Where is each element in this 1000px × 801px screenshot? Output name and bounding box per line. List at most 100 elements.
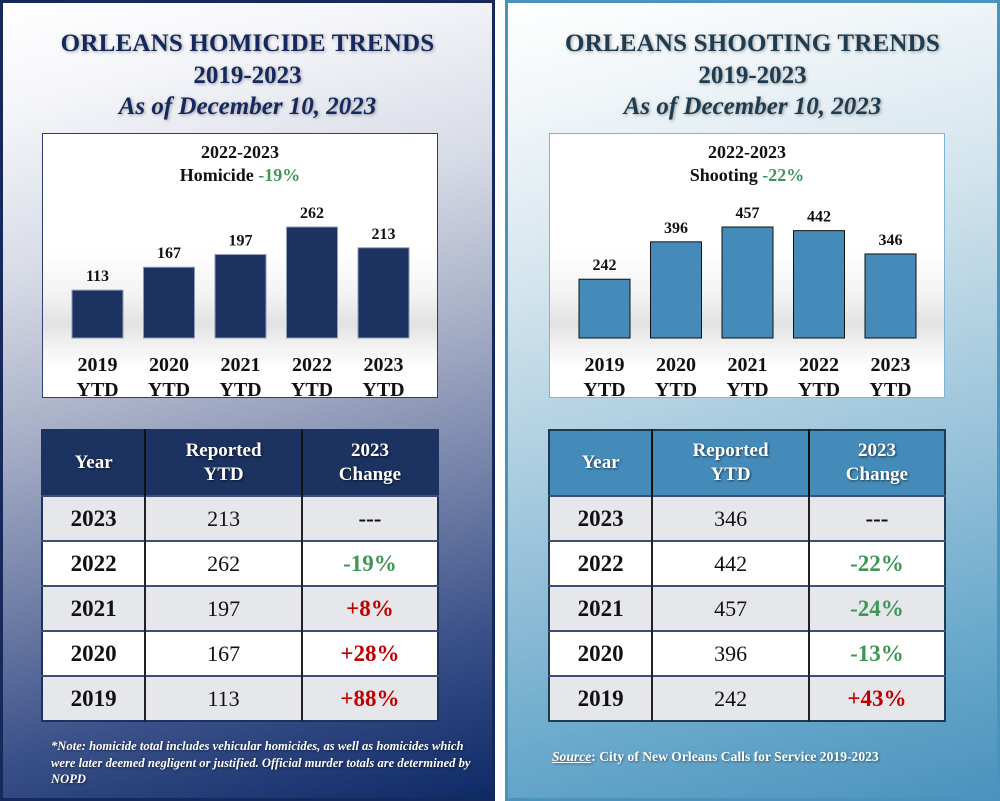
homicide-chart-subtitle-years: 2022-2023	[201, 142, 279, 162]
row-year: 2023	[42, 495, 147, 541]
x-tick-label: YTD	[148, 379, 190, 397]
table-row: 2019 242 +43%	[549, 675, 945, 721]
table-row: 2023 213 ---	[42, 495, 438, 541]
bar-value-label: 346	[879, 232, 903, 249]
bar-value-label: 113	[86, 268, 109, 285]
bar-value-label: 242	[593, 257, 617, 274]
homicide-chart-subtitle: Homicide -19%	[43, 165, 437, 186]
x-tick-label: 2019	[585, 354, 625, 376]
row-year: 2020	[42, 630, 147, 676]
header-change: 2023 Change	[808, 430, 945, 496]
x-tick-label: 2022	[799, 354, 839, 376]
row-change: +8%	[301, 585, 438, 631]
row-reported: 346	[652, 495, 810, 541]
homicide-table-header: Year Reported YTD 2023 Change	[42, 430, 438, 496]
row-year: 2023	[549, 495, 654, 541]
x-tick-label: 2019	[78, 354, 118, 376]
shooting-bar-chart: 242 2019 YTD 396 2020 YTD 457 2021 YTD 442 2022 YTD…	[578, 205, 917, 397]
row-year: 2019	[549, 675, 654, 721]
header-reported: Reported YTD	[652, 430, 810, 496]
shooting-table: Year Reported YTD 2023 Change 2023 346 ---…	[548, 429, 946, 722]
header-line: YTD	[203, 464, 244, 485]
bar-value-label: 197	[229, 233, 253, 250]
homicide-footnote: *Note: homicide total includes vehicular…	[51, 739, 471, 786]
shooting-chart-subtitle-change: -22%	[762, 165, 805, 185]
x-tick-label: YTD	[219, 379, 261, 397]
shooting-chart-subtitle-years: 2022-2023	[708, 142, 786, 162]
x-tick-label: 2023	[364, 354, 404, 376]
header-line: Change	[338, 464, 402, 485]
x-tick-label: YTD	[798, 379, 840, 397]
row-year: 2021	[42, 585, 147, 631]
table-row: 2021 457 -24%	[549, 585, 945, 631]
x-tick-label: 2022	[292, 354, 332, 376]
row-reported: 197	[145, 585, 303, 631]
header-line: 2023	[857, 440, 896, 461]
row-reported: 113	[145, 675, 303, 721]
row-change: ---	[808, 495, 945, 541]
row-reported: 242	[652, 675, 810, 721]
shooting-chart-subtitle-label: Shooting	[689, 165, 758, 185]
bar-value-label: 396	[664, 220, 688, 237]
x-tick-label: 2020	[656, 354, 696, 376]
homicide-chart-subtitle-change: -19%	[258, 165, 301, 185]
header-reported: Reported YTD	[145, 430, 303, 496]
row-reported: 262	[145, 540, 303, 586]
x-tick-label: 2021	[728, 354, 768, 376]
x-tick-label: YTD	[76, 379, 118, 397]
header-line: 2023	[350, 440, 389, 461]
shooting-source: Source: City of New Orleans Calls for Se…	[552, 749, 879, 765]
table-row: 2021 197 +8%	[42, 585, 438, 631]
shooting-chart-subtitle: Shooting -22%	[550, 165, 944, 186]
x-tick-label: YTD	[726, 379, 768, 397]
source-text: : City of New Orleans Calls for Service …	[591, 749, 879, 764]
source-label: Source	[552, 749, 592, 764]
homicide-title-date: As of December 10, 2023	[118, 93, 377, 120]
homicide-title-years: 2019-2023	[193, 62, 302, 89]
shooting-title: ORLEANS SHOOTING TRENDS	[564, 30, 941, 57]
bar-2020	[650, 241, 702, 339]
shooting-chart: 2022-2023 Shooting -22% 242 2019 YTD 396 202…	[549, 133, 945, 398]
x-tick-label: YTD	[291, 379, 333, 397]
row-reported: 167	[145, 630, 303, 676]
row-change: -19%	[301, 540, 438, 586]
x-tick-label: YTD	[362, 379, 404, 397]
row-change: -24%	[808, 585, 945, 631]
table-row: 2022 442 -22%	[549, 540, 945, 586]
header-line: Change	[845, 464, 909, 485]
header-line: YTD	[710, 464, 751, 485]
x-tick-label: YTD	[583, 379, 625, 397]
header-line: Reported	[185, 440, 262, 461]
header-change: 2023 Change	[301, 430, 438, 496]
shooting-panel: ORLEANS SHOOTING TRENDS 2019-2023 As of …	[505, 0, 1000, 801]
shooting-title-date: As of December 10, 2023	[623, 93, 882, 120]
header-year: Year	[549, 430, 654, 496]
row-year: 2020	[549, 630, 654, 676]
homicide-panel: ORLEANS HOMICIDE TRENDS 2019-2023 As of …	[0, 0, 495, 801]
homicide-chart: 2022-2023 Homicide -19% 113 2019 YTD 167 202…	[42, 133, 438, 398]
shooting-title-years: 2019-2023	[698, 62, 807, 89]
x-tick-label: 2021	[221, 354, 261, 376]
bar-2020	[143, 266, 195, 339]
bar-value-label: 262	[300, 205, 324, 222]
bar-2021	[214, 254, 267, 339]
x-tick-label: YTD	[869, 379, 911, 397]
homicide-table: Year Reported YTD 2023 Change 2023 213 ---…	[41, 429, 439, 722]
bar-2021	[721, 226, 774, 339]
row-year: 2022	[42, 540, 147, 586]
bar-value-label: 213	[372, 226, 396, 243]
table-row: 2023 346 ---	[549, 495, 945, 541]
bar-value-label: 167	[157, 245, 181, 262]
homicide-chart-subtitle-label: Homicide	[179, 165, 254, 185]
table-row: 2022 262 -19%	[42, 540, 438, 586]
row-year: 2019	[42, 675, 147, 721]
bar-2022	[793, 230, 845, 339]
homicide-bar-chart: 113 2019 YTD 167 2020 YTD 197 2021 YTD 262 2022 YTD…	[71, 205, 410, 397]
row-reported: 396	[652, 630, 810, 676]
table-row: 2020 167 +28%	[42, 630, 438, 676]
row-year: 2022	[549, 540, 654, 586]
row-reported: 442	[652, 540, 810, 586]
bar-2022	[286, 226, 338, 339]
row-change: -13%	[808, 630, 945, 676]
x-tick-label: 2023	[871, 354, 911, 376]
